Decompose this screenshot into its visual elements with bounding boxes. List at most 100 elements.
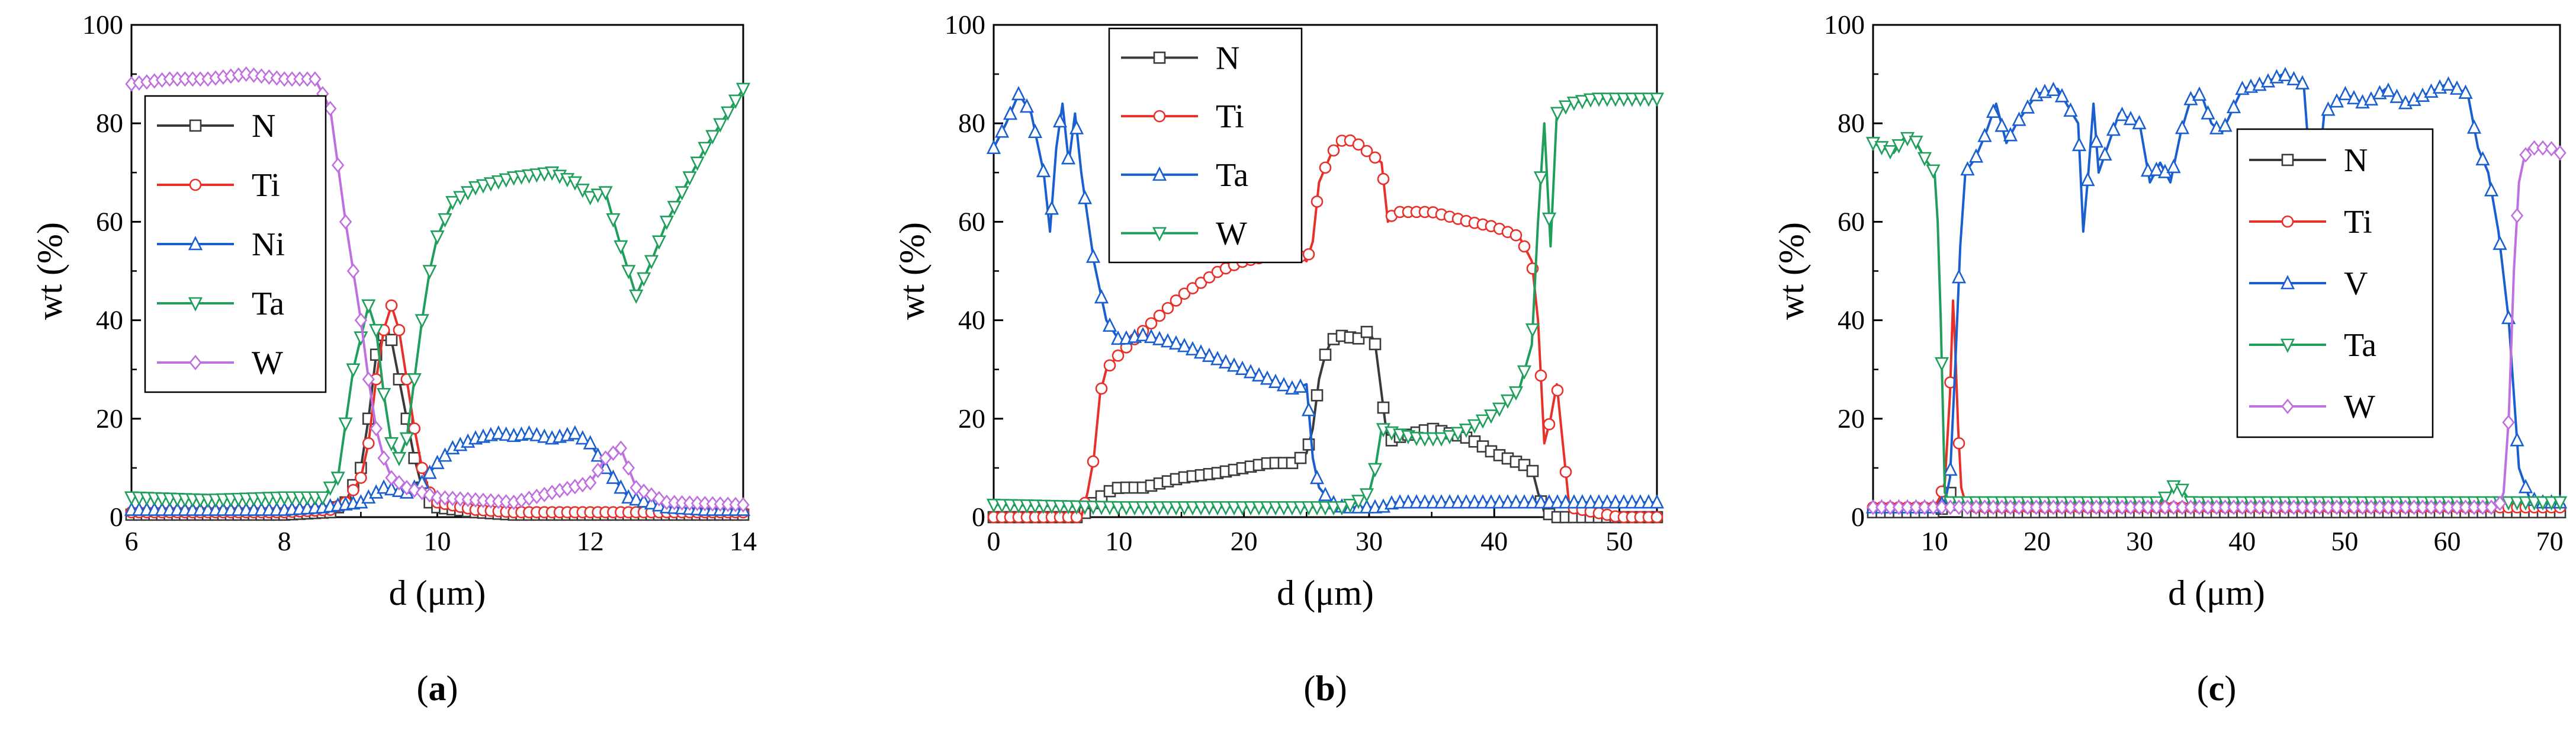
data-point-w bbox=[324, 101, 337, 117]
data-point-w bbox=[2141, 499, 2154, 515]
data-point-w bbox=[2176, 499, 2189, 515]
data-point-ta bbox=[1483, 494, 1499, 509]
y-tick-label: 60 bbox=[1838, 206, 1865, 236]
data-point-ni bbox=[529, 427, 544, 441]
data-point-w bbox=[2527, 140, 2541, 156]
data-point-ti bbox=[1650, 511, 1663, 524]
data-point-w bbox=[1450, 427, 1466, 441]
data-point-w bbox=[1342, 499, 1358, 514]
data-point-ta bbox=[415, 314, 429, 329]
data-point-v bbox=[2003, 127, 2018, 142]
data-point-ta bbox=[499, 173, 513, 188]
data-point-v bbox=[2115, 107, 2129, 121]
data-point-ta bbox=[659, 216, 674, 230]
data-point-w bbox=[354, 312, 368, 328]
data-point-w bbox=[2510, 207, 2524, 224]
y-tick-label: 100 bbox=[1824, 9, 1865, 40]
data-point-ta bbox=[1210, 351, 1225, 366]
data-point-w bbox=[1599, 92, 1615, 107]
data-point-w bbox=[2304, 499, 2318, 515]
series-line-ti bbox=[1873, 299, 2560, 509]
data-point-v bbox=[2063, 102, 2078, 117]
data-point-n bbox=[1294, 451, 1307, 464]
data-point-w bbox=[614, 440, 628, 456]
data-point-w bbox=[2545, 141, 2558, 157]
data-point-w bbox=[2107, 499, 2120, 515]
x-axis-label: d (μm) bbox=[2168, 573, 2265, 613]
legend-marker-ta bbox=[188, 297, 203, 312]
x-axis-label: d (μm) bbox=[1277, 573, 1374, 613]
data-point-ta bbox=[346, 363, 361, 378]
data-point-ta bbox=[705, 130, 720, 145]
data-point-w bbox=[1591, 92, 1607, 107]
data-point-ta bbox=[1475, 494, 1491, 509]
data-point-v bbox=[2071, 136, 2087, 152]
data-point-ta bbox=[1193, 344, 1209, 359]
legend-marker-w bbox=[2281, 398, 2294, 415]
data-point-w bbox=[1276, 501, 1292, 516]
x-tick-label: 12 bbox=[577, 526, 604, 556]
data-point-w bbox=[2098, 499, 2112, 515]
data-point-w bbox=[309, 71, 322, 87]
data-point-ta bbox=[315, 491, 330, 506]
data-point-ta bbox=[1061, 150, 1076, 165]
y-tick-label: 80 bbox=[958, 108, 985, 138]
data-point-ta bbox=[453, 191, 468, 206]
data-point-v bbox=[2346, 89, 2362, 105]
data-point-ta bbox=[1185, 341, 1200, 355]
data-point-ta bbox=[1077, 190, 1093, 204]
data-point-ta bbox=[1934, 357, 1949, 372]
data-point-w bbox=[737, 497, 750, 513]
x-tick-label: 70 bbox=[2536, 526, 2564, 556]
data-point-w bbox=[2167, 499, 2180, 515]
data-point-ta bbox=[1152, 331, 1167, 345]
legend-item-w: W bbox=[157, 345, 283, 381]
data-point-ta bbox=[1450, 494, 1466, 509]
data-point-v bbox=[2278, 66, 2293, 82]
data-point-w bbox=[1318, 501, 1333, 516]
data-point-w bbox=[2073, 499, 2086, 515]
data-point-w bbox=[377, 450, 390, 466]
legend-label: N bbox=[252, 108, 275, 145]
y-tick-label: 0 bbox=[110, 502, 123, 532]
data-point-ta bbox=[1318, 486, 1333, 501]
series-w bbox=[125, 66, 750, 513]
data-point-w bbox=[2021, 499, 2034, 515]
series-ta bbox=[986, 86, 1665, 514]
data-point-ti bbox=[385, 299, 398, 312]
data-point-ta bbox=[598, 186, 613, 201]
panel-caption: (b) bbox=[1303, 669, 1347, 708]
data-point-ti bbox=[1095, 382, 1108, 395]
y-tick-label: 40 bbox=[96, 305, 123, 335]
legend-label: Ta bbox=[2344, 327, 2376, 364]
data-point-w bbox=[1558, 100, 1573, 115]
legend-label: N bbox=[1216, 40, 1239, 76]
data-point-ta bbox=[1533, 494, 1549, 509]
legend: N Ti Ni Ta W bbox=[144, 95, 327, 393]
data-point-w bbox=[2356, 499, 2369, 515]
data-point-ta bbox=[644, 255, 659, 270]
data-point-w bbox=[1918, 499, 1931, 515]
data-point-v bbox=[1986, 103, 2001, 118]
data-point-ta bbox=[1036, 162, 1051, 178]
data-point-w bbox=[1541, 212, 1557, 227]
data-point-ta bbox=[2518, 496, 2533, 511]
data-point-ni bbox=[522, 425, 537, 440]
data-point-ta bbox=[1301, 402, 1316, 416]
data-point-w bbox=[2184, 499, 2198, 515]
data-point-ti bbox=[1087, 455, 1100, 468]
data-point-ta bbox=[2510, 496, 2524, 511]
data-point-w bbox=[2536, 140, 2549, 156]
data-point-ta bbox=[1027, 123, 1043, 139]
data-point-ta bbox=[1467, 494, 1482, 509]
y-tick-label: 100 bbox=[945, 9, 985, 40]
data-point-ta bbox=[1909, 136, 1923, 150]
data-point-ta bbox=[1218, 354, 1234, 368]
data-point-ti bbox=[1170, 294, 1183, 307]
data-point-w bbox=[1633, 92, 1648, 107]
data-point-w bbox=[591, 463, 605, 479]
y-tick-label: 0 bbox=[972, 502, 985, 532]
data-point-ta bbox=[1599, 494, 1615, 509]
data-point-w bbox=[1901, 499, 1914, 515]
